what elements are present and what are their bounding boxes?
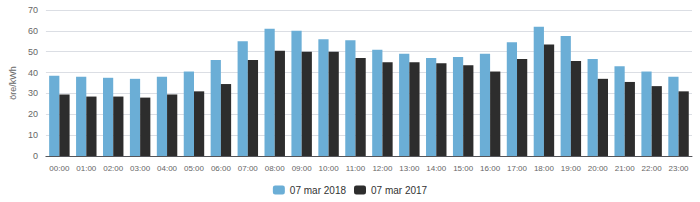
svg-text:08:00: 08:00 [265, 164, 286, 173]
svg-text:11:00: 11:00 [346, 164, 366, 173]
svg-text:18:00: 18:00 [534, 164, 555, 173]
svg-text:06:00: 06:00 [211, 164, 232, 173]
svg-text:12:00: 12:00 [372, 164, 393, 173]
svg-text:17:00: 17:00 [507, 164, 528, 173]
svg-text:30: 30 [28, 88, 38, 98]
svg-text:21:00: 21:00 [615, 164, 636, 173]
svg-text:10: 10 [28, 130, 38, 140]
svg-text:03:00: 03:00 [130, 164, 151, 173]
svg-text:40: 40 [28, 68, 38, 78]
svg-text:16:00: 16:00 [480, 164, 501, 173]
svg-text:07 mar 2018: 07 mar 2018 [290, 185, 347, 196]
svg-text:14:00: 14:00 [426, 164, 447, 173]
svg-text:09:00: 09:00 [292, 164, 313, 173]
svg-text:10:00: 10:00 [319, 164, 340, 173]
svg-text:04:00: 04:00 [157, 164, 178, 173]
svg-text:15:00: 15:00 [453, 164, 474, 173]
svg-text:13:00: 13:00 [399, 164, 420, 173]
svg-text:00:00: 00:00 [49, 164, 70, 173]
svg-text:01:00: 01:00 [76, 164, 97, 173]
svg-text:07:00: 07:00 [238, 164, 259, 173]
svg-text:öre/kWh: öre/kWh [8, 66, 18, 100]
svg-text:60: 60 [28, 26, 38, 36]
svg-text:02:00: 02:00 [103, 164, 124, 173]
svg-text:20: 20 [28, 109, 38, 119]
svg-text:0: 0 [33, 151, 38, 161]
svg-text:20:00: 20:00 [588, 164, 609, 173]
svg-text:19:00: 19:00 [561, 164, 582, 173]
svg-text:07 mar 2017: 07 mar 2017 [371, 185, 428, 196]
svg-text:22:00: 22:00 [642, 164, 663, 173]
svg-text:05:00: 05:00 [184, 164, 205, 173]
svg-text:23:00: 23:00 [669, 164, 690, 173]
svg-text:70: 70 [28, 5, 38, 15]
svg-text:50: 50 [28, 47, 38, 57]
